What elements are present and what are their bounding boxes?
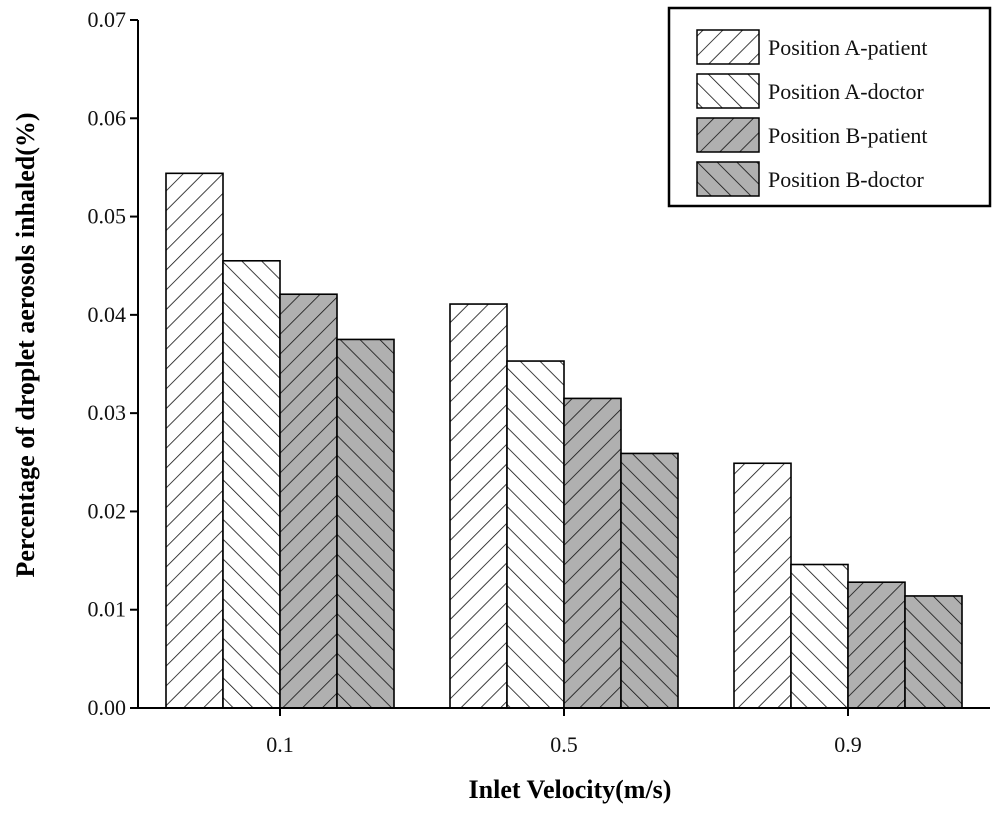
y-tick-label: 0.04 — [88, 302, 127, 327]
bar-hatch — [733, 462, 792, 709]
legend-label: Position A-patient — [768, 35, 928, 60]
bar-hatch — [506, 360, 565, 709]
bar — [449, 303, 508, 709]
legend-swatch — [696, 117, 760, 153]
bar-hatch — [279, 293, 338, 709]
y-tick-label: 0.02 — [88, 498, 127, 523]
y-axis-title: Percentage of droplet aerosols inhaled(%… — [11, 112, 40, 577]
x-ticks-group: 0.1 0.5 0.9 — [266, 708, 862, 757]
bars-group — [165, 172, 963, 709]
bar — [222, 259, 281, 709]
bar-hatch — [790, 563, 849, 709]
y-tick-label: 0.00 — [88, 695, 127, 720]
bar — [506, 360, 565, 709]
bar-hatch — [222, 259, 281, 709]
y-tick-label: 0.03 — [88, 400, 127, 425]
bar — [790, 563, 849, 709]
legend-label: Position B-doctor — [768, 167, 925, 192]
bar-hatch — [620, 452, 679, 709]
y-tick-label: 0.06 — [88, 105, 127, 130]
legend-label: Position B-patient — [768, 123, 928, 148]
bar — [904, 595, 963, 709]
bar-hatch — [904, 595, 963, 709]
bar — [620, 452, 679, 709]
legend-label: Position A-doctor — [768, 79, 925, 104]
x-tick-label: 0.5 — [550, 732, 578, 757]
bar — [563, 397, 622, 709]
bar-hatch — [449, 303, 508, 709]
legend-swatch — [696, 161, 760, 197]
legend-item: Position A-doctor — [696, 73, 925, 109]
legend-item: Position B-patient — [696, 117, 928, 153]
legend-swatch — [696, 73, 760, 109]
y-tick-label: 0.01 — [88, 597, 127, 622]
legend: Position A-patient Position A-doctor Posit… — [667, 6, 992, 208]
bar-hatch — [336, 338, 395, 709]
legend-swatch — [696, 29, 760, 65]
legend-item: Position A-patient — [696, 29, 928, 65]
bar-hatch — [165, 172, 224, 709]
bar — [336, 338, 395, 709]
bar — [279, 293, 338, 709]
y-tick-label: 0.05 — [88, 204, 127, 229]
x-tick-label: 0.1 — [266, 732, 294, 757]
bar-hatch — [563, 397, 622, 709]
x-tick-label: 0.9 — [834, 732, 862, 757]
y-ticks-group: 0.00 0.01 0.02 0.03 0.04 0.05 0.06 0.07 — [88, 7, 138, 720]
bar-hatch — [847, 581, 906, 709]
bar — [847, 581, 906, 709]
x-axis-title: Inlet Velocity(m/s) — [469, 775, 672, 804]
legend-item: Position B-doctor — [696, 161, 925, 197]
bar — [165, 172, 224, 709]
y-tick-label: 0.07 — [88, 7, 127, 32]
bar — [733, 462, 792, 709]
